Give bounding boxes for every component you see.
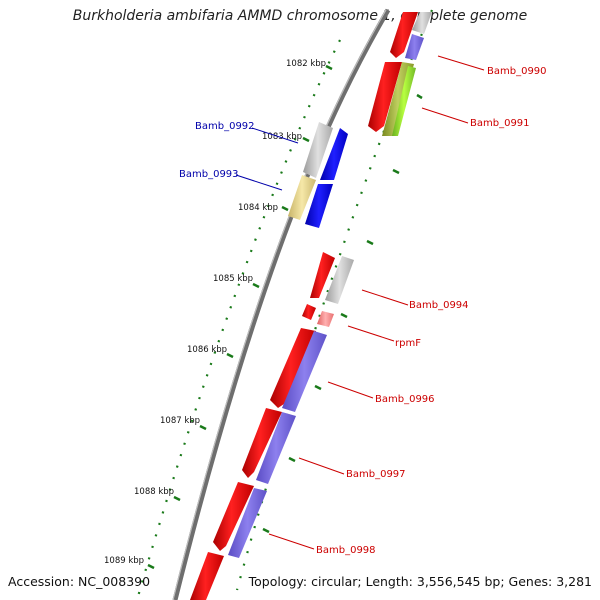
gene-arrow — [390, 12, 418, 58]
gene-label: Bamb_0990 — [487, 66, 547, 77]
gene-arrow — [302, 304, 316, 320]
kbp-label: 1089 kbp — [104, 556, 144, 566]
gene-arrow — [242, 408, 282, 478]
chromosome-backbone-highlight — [172, 9, 387, 600]
kbp-labels: 1082 kbp 1083 kbp 1084 kbp 1085 kbp 1086… — [104, 59, 326, 566]
gene-label: Bamb_0994 — [409, 300, 469, 311]
kbp-label: 1088 kbp — [134, 487, 174, 497]
kbp-ticks — [147, 64, 333, 570]
chromosome-backbone — [172, 8, 391, 600]
reverse-strand-genes — [305, 128, 348, 228]
gene-block — [282, 331, 327, 412]
gene-block — [325, 256, 354, 304]
gene-block — [405, 34, 424, 60]
kbp-label: 1082 kbp — [286, 59, 326, 69]
gene-block — [303, 122, 333, 178]
gene-arrow — [368, 62, 402, 132]
forward-strand-genes — [190, 12, 418, 600]
gene-labels: Bamb_0990 Bamb_0991 Bamb_0992 Bamb_0993 … — [179, 66, 547, 556]
kbp-label: 1085 kbp — [213, 274, 253, 284]
gene-block — [412, 12, 432, 34]
gene-block — [317, 311, 334, 327]
gene-label: Bamb_0996 — [375, 394, 435, 405]
gene-block — [288, 175, 316, 220]
accession-text: Accession: NC_008390 — [8, 574, 151, 589]
gene-label: Bamb_0991 — [470, 118, 530, 129]
kbp-label: 1087 kbp — [160, 416, 200, 426]
gene-label: Bamb_0997 — [346, 469, 406, 480]
gene-block — [392, 66, 416, 136]
kbp-label: 1086 kbp — [187, 345, 227, 355]
gene-arrow — [320, 128, 348, 180]
gene-label: Bamb_0993 — [179, 169, 239, 180]
genome-stats-text: Topology: circular; Length: 3,556,545 bp… — [248, 574, 592, 589]
kbp-label: 1083 kbp — [262, 132, 302, 142]
gene-arrow — [270, 328, 316, 408]
label-leaders — [235, 55, 485, 550]
outer-ticks — [262, 93, 423, 534]
gene-arrow — [305, 184, 333, 228]
gene-arrow — [190, 552, 224, 600]
gene-block — [256, 412, 296, 484]
gene-block — [228, 488, 267, 558]
gene-label: Bamb_0992 — [195, 121, 255, 132]
gene-label: rpmF — [395, 338, 421, 349]
gene-arrow — [213, 482, 254, 551]
function-blocks — [228, 12, 432, 558]
gene-label: Bamb_0998 — [316, 545, 376, 556]
gene-arrow — [310, 252, 335, 298]
kbp-label: 1084 kbp — [238, 203, 278, 213]
